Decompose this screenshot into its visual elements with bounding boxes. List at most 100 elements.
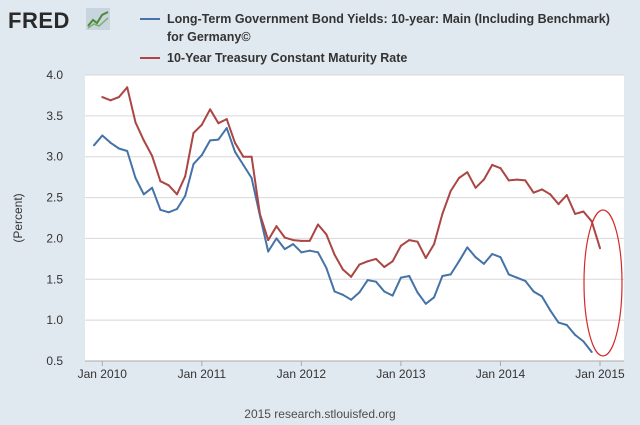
data-point-1-47 bbox=[491, 163, 494, 166]
data-point-1-31 bbox=[358, 263, 361, 266]
data-point-1-26 bbox=[316, 223, 319, 226]
data-point-1-8 bbox=[167, 184, 170, 187]
data-point-0-58 bbox=[574, 333, 577, 336]
data-point-1-34 bbox=[383, 266, 386, 269]
data-point-0-34 bbox=[375, 280, 378, 283]
data-point-1-14 bbox=[217, 122, 220, 125]
data-point-0-41 bbox=[433, 296, 436, 299]
y-axis-label: (Percent) bbox=[11, 193, 25, 242]
data-point-1-24 bbox=[300, 239, 303, 242]
data-point-0-18 bbox=[242, 163, 245, 166]
data-point-0-55 bbox=[549, 309, 552, 312]
data-point-1-1 bbox=[109, 99, 112, 102]
data-point-0-54 bbox=[540, 295, 543, 298]
footer-credit: 2015 research.stlouisfed.org bbox=[244, 407, 396, 421]
data-point-0-44 bbox=[457, 260, 460, 263]
y-tick-label: 3.5 bbox=[46, 109, 63, 123]
data-point-0-14 bbox=[209, 139, 212, 142]
data-point-0-8 bbox=[159, 208, 162, 211]
data-point-1-19 bbox=[258, 212, 261, 215]
data-point-0-46 bbox=[474, 256, 477, 259]
data-point-1-29 bbox=[341, 268, 344, 271]
data-point-1-37 bbox=[408, 239, 411, 242]
data-point-0-13 bbox=[200, 154, 203, 157]
legend-item-germany[interactable]: Long-Term Government Bond Yields: 10-yea… bbox=[140, 10, 610, 46]
data-point-1-5 bbox=[142, 139, 145, 142]
data-point-0-0 bbox=[93, 144, 95, 147]
data-point-1-38 bbox=[416, 240, 419, 243]
data-point-1-33 bbox=[375, 257, 378, 260]
logo-text: FRED bbox=[8, 8, 70, 33]
x-tick-label: Jan 2015 bbox=[575, 367, 625, 381]
data-point-1-6 bbox=[151, 154, 154, 157]
data-point-1-12 bbox=[200, 123, 203, 126]
data-point-1-50 bbox=[516, 178, 519, 181]
data-point-0-48 bbox=[491, 252, 494, 255]
data-point-0-45 bbox=[466, 246, 469, 249]
data-point-1-56 bbox=[565, 194, 568, 197]
data-point-0-4 bbox=[126, 149, 129, 152]
data-point-0-36 bbox=[391, 294, 394, 297]
data-point-0-26 bbox=[308, 249, 311, 252]
y-tick-label: 0.5 bbox=[46, 354, 63, 368]
data-point-0-59 bbox=[582, 340, 585, 343]
data-point-0-52 bbox=[524, 279, 527, 282]
data-point-1-2 bbox=[117, 96, 120, 99]
data-point-0-27 bbox=[316, 251, 319, 254]
data-point-1-42 bbox=[449, 190, 452, 193]
data-point-0-60 bbox=[590, 351, 593, 354]
y-tick-label: 1.0 bbox=[46, 313, 63, 327]
data-point-0-40 bbox=[424, 302, 427, 305]
data-point-0-11 bbox=[184, 194, 187, 197]
legend-label-germany: Long-Term Government Bond Yields: 10-yea… bbox=[167, 12, 610, 44]
data-point-0-47 bbox=[482, 262, 485, 265]
data-point-1-15 bbox=[225, 118, 228, 121]
data-point-0-17 bbox=[234, 150, 237, 153]
legend-item-treasury[interactable]: 10-Year Treasury Constant Maturity Rate bbox=[140, 49, 610, 67]
data-point-0-30 bbox=[341, 293, 344, 296]
data-point-1-9 bbox=[175, 193, 178, 196]
data-point-0-23 bbox=[283, 248, 286, 251]
data-point-0-16 bbox=[225, 127, 228, 130]
legend-label-treasury: 10-Year Treasury Constant Maturity Rate bbox=[167, 51, 408, 65]
y-tick-label: 1.5 bbox=[46, 272, 63, 286]
data-point-0-50 bbox=[507, 273, 510, 276]
data-point-0-53 bbox=[532, 290, 535, 293]
data-point-1-7 bbox=[159, 180, 162, 183]
data-point-1-43 bbox=[457, 176, 460, 179]
highlight-ellipse bbox=[583, 209, 623, 357]
data-point-0-51 bbox=[516, 276, 519, 279]
x-tick-label: Jan 2014 bbox=[476, 367, 526, 381]
data-point-1-17 bbox=[242, 155, 245, 158]
data-point-1-45 bbox=[474, 186, 477, 189]
data-point-1-30 bbox=[350, 275, 353, 278]
x-tick-label: Jan 2010 bbox=[78, 367, 128, 381]
data-point-0-28 bbox=[325, 266, 328, 269]
fred-logo: FRED bbox=[8, 8, 70, 34]
data-point-1-49 bbox=[507, 179, 510, 182]
data-point-0-7 bbox=[151, 186, 154, 189]
data-point-1-60 bbox=[599, 247, 601, 250]
data-point-1-16 bbox=[234, 141, 237, 144]
data-point-1-28 bbox=[333, 253, 336, 256]
data-point-0-43 bbox=[449, 273, 452, 276]
data-point-1-54 bbox=[549, 193, 552, 196]
data-point-0-37 bbox=[399, 276, 402, 279]
data-point-0-49 bbox=[499, 256, 502, 259]
data-point-1-58 bbox=[582, 210, 585, 213]
data-point-0-21 bbox=[267, 250, 270, 253]
data-point-0-42 bbox=[441, 275, 444, 278]
y-tick-label: 2.5 bbox=[46, 191, 63, 205]
data-point-0-6 bbox=[142, 193, 145, 196]
data-point-1-51 bbox=[524, 179, 527, 182]
data-point-1-55 bbox=[557, 203, 560, 206]
data-point-0-24 bbox=[292, 243, 295, 246]
data-point-0-15 bbox=[217, 138, 220, 141]
data-point-0-12 bbox=[192, 163, 195, 166]
data-point-0-1 bbox=[101, 134, 104, 137]
data-point-0-33 bbox=[366, 279, 369, 282]
legend-swatch-treasury bbox=[140, 57, 160, 59]
data-point-1-39 bbox=[424, 257, 427, 260]
data-point-1-46 bbox=[482, 178, 485, 181]
